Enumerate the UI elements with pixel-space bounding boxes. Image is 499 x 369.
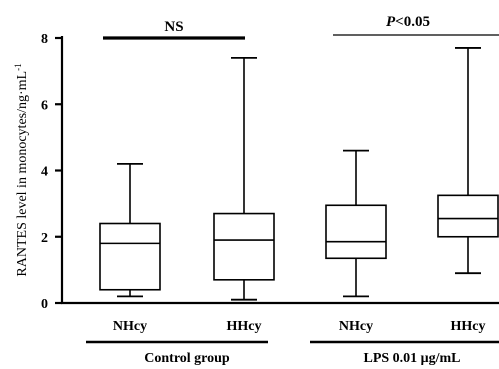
iqr-box bbox=[325, 204, 387, 260]
iqr-box bbox=[99, 222, 161, 291]
comparison-label: NS bbox=[164, 19, 183, 35]
y-tick-label: 8 bbox=[41, 32, 48, 47]
iqr-box bbox=[213, 212, 275, 281]
category-label: HHcy bbox=[451, 319, 486, 334]
box-2 bbox=[213, 56, 275, 301]
box-4 bbox=[437, 47, 499, 275]
category-label: NHcy bbox=[339, 319, 373, 334]
comparison-label: P<0.05 bbox=[386, 14, 430, 30]
box-series bbox=[99, 47, 499, 301]
y-axis-label-text: RANTES level in monocytes/ng·mL bbox=[15, 71, 30, 277]
box-3 bbox=[325, 149, 387, 298]
y-axis-ticks: 0 2 4 6 8 bbox=[41, 32, 62, 312]
category-label: HHcy bbox=[227, 319, 262, 334]
group-labels: Control group LPS 0.01 μg/mL bbox=[86, 340, 499, 366]
category-labels: NHcy HHcy NHcy HHcy bbox=[113, 319, 486, 334]
iqr-box bbox=[437, 194, 499, 238]
y-axis-label-superscript: -1 bbox=[13, 63, 23, 71]
y-axis-label: RANTES level in monocytes/ng·mL-1 bbox=[13, 63, 30, 276]
y-tick-label: 4 bbox=[41, 165, 48, 180]
box-1 bbox=[99, 162, 161, 298]
y-tick-label: 0 bbox=[41, 297, 48, 312]
group-label: LPS 0.01 μg/mL bbox=[363, 351, 460, 366]
y-tick-label: 6 bbox=[41, 98, 48, 113]
category-label: NHcy bbox=[113, 319, 147, 334]
group-label: Control group bbox=[144, 351, 230, 366]
y-tick-label: 2 bbox=[41, 231, 48, 246]
significance-brackets: NS P<0.05 bbox=[103, 14, 499, 40]
